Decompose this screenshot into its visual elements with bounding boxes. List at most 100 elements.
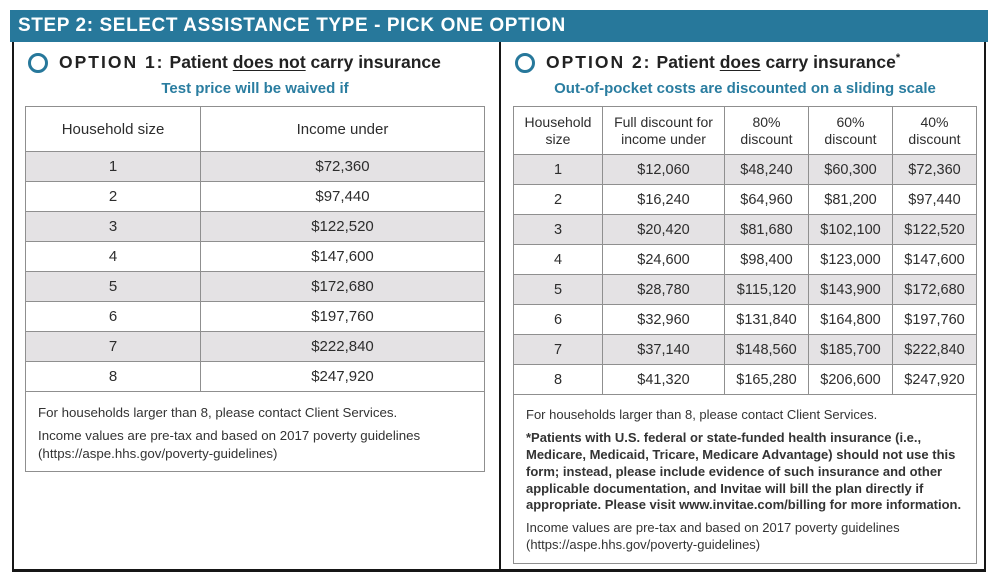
table-row: 6 $197,760	[25, 301, 485, 332]
table-cell: $72,360	[892, 154, 977, 185]
panel-divider	[499, 42, 501, 569]
table-cell: $147,600	[200, 241, 485, 272]
option2-notes-box: For households larger than 8, please con…	[513, 395, 977, 565]
option1-title-row: OPTION 1: Patient does not carry insuranc…	[28, 52, 499, 73]
option1-income-table: Household size Income under 1 $72,360 2 $97,4…	[25, 106, 485, 392]
column-header: Income under	[200, 106, 485, 152]
table-cell: $172,680	[200, 271, 485, 302]
option1-underlined-text: does not	[232, 52, 306, 72]
table-cell: $131,840	[724, 304, 809, 335]
option2-subtitle: Out-of-pocket costs are discounted on a …	[554, 80, 936, 97]
table-cell: $32,960	[602, 304, 725, 335]
table-cell: $102,100	[808, 214, 893, 245]
table-row: 3 $122,520	[25, 211, 485, 242]
table-cell: 3	[513, 214, 603, 245]
table-cell: $122,520	[200, 211, 485, 242]
table-cell: $247,920	[892, 364, 977, 395]
table-cell: $222,840	[892, 334, 977, 365]
table-cell: 6	[25, 301, 201, 332]
step2-header-bar: STEP 2: SELECT ASSISTANCE TYPE - PICK ON…	[10, 10, 988, 42]
option2-sliding-scale-table: Household size Full discount for income u…	[513, 106, 977, 395]
table-cell: $197,760	[892, 304, 977, 335]
table-row: 2 $16,240 $64,960 $81,200 $97,440	[513, 184, 977, 215]
step2-header-title: STEP 2: SELECT ASSISTANCE TYPE - PICK ON…	[18, 15, 566, 36]
table-cell: $247,920	[200, 361, 485, 392]
table-cell: 5	[513, 274, 603, 305]
table-cell: 1	[25, 151, 201, 182]
table-cell: $115,120	[724, 274, 809, 305]
column-header: Full discount for income under	[602, 106, 725, 155]
table-cell: $165,280	[724, 364, 809, 395]
table-row: 7 $37,140 $148,560 $185,700 $222,840	[513, 334, 977, 365]
table-row: 6 $32,960 $131,840 $164,800 $197,760	[513, 304, 977, 335]
table-row: 7 $222,840	[25, 331, 485, 362]
table-cell: $172,680	[892, 274, 977, 305]
column-header: Household size	[513, 106, 603, 155]
table-cell: 4	[513, 244, 603, 275]
table-cell: $72,360	[200, 151, 485, 182]
table-cell: $164,800	[808, 304, 893, 335]
table-cell: $197,760	[200, 301, 485, 332]
option2-radio-button[interactable]	[515, 52, 535, 73]
table-row: 1 $72,360	[25, 151, 485, 182]
table-cell: $97,440	[892, 184, 977, 215]
column-header: 80% discount	[724, 106, 809, 155]
table-cell: 2	[25, 181, 201, 212]
table-cell: $16,240	[602, 184, 725, 215]
option1-notes-box: For households larger than 8, please con…	[25, 392, 485, 472]
option1-note-client-services: For households larger than 8, please con…	[38, 405, 398, 420]
table-row: 4 $147,600	[25, 241, 485, 272]
table-row: 3 $20,420 $81,680 $102,100 $122,520	[513, 214, 977, 245]
table-row: 8 $41,320 $165,280 $206,600 $247,920	[513, 364, 977, 395]
table-cell: $28,780	[602, 274, 725, 305]
table-cell: 5	[25, 271, 201, 302]
table-cell: $98,400	[724, 244, 809, 275]
option1-title: OPTION 1: Patient does not carry insuranc…	[59, 52, 441, 72]
table-cell: $143,900	[808, 274, 893, 305]
option1-subtitle: Test price will be waived if	[161, 80, 349, 97]
option2-title: OPTION 2: Patient does carry insurance*	[546, 52, 901, 72]
table-cell: $12,060	[602, 154, 725, 185]
table-cell: $64,960	[724, 184, 809, 215]
option2-note-guidelines: Income values are pre-tax and based on 2…	[526, 520, 900, 553]
table-cell: $97,440	[200, 181, 485, 212]
table-row: 5 $172,680	[25, 271, 485, 302]
option2-note-client-services: For households larger than 8, please con…	[526, 407, 878, 422]
option2-prefix: OPTION 2:	[546, 52, 652, 72]
option2-footnote-asterisk: *	[895, 52, 901, 65]
table-cell: $81,200	[808, 184, 893, 215]
option2-underlined-text: does	[719, 52, 761, 72]
table-cell: $147,600	[892, 244, 977, 275]
table-row: 4 $24,600 $98,400 $123,000 $147,600	[513, 244, 977, 275]
table-cell: $222,840	[200, 331, 485, 362]
table-cell: $185,700	[808, 334, 893, 365]
table-cell: 8	[25, 361, 201, 392]
header-row: Household size Income under	[25, 106, 485, 152]
options-content-box: OPTION 1: Patient does not carry insuranc…	[12, 42, 986, 572]
table-cell: 7	[25, 331, 201, 362]
column-header: 40% discount	[892, 106, 977, 155]
option1-prefix: OPTION 1:	[59, 52, 165, 72]
table-cell: $37,140	[602, 334, 725, 365]
table-cell: $123,000	[808, 244, 893, 275]
table-cell: $41,320	[602, 364, 725, 395]
table-cell: 7	[513, 334, 603, 365]
option1-radio-button[interactable]	[28, 52, 48, 73]
table-cell: 8	[513, 364, 603, 395]
table-cell: $81,680	[724, 214, 809, 245]
table-cell: 1	[513, 154, 603, 185]
table-cell: 6	[513, 304, 603, 335]
table-row: 2 $97,440	[25, 181, 485, 212]
option1-note-guidelines: Income values are pre-tax and based on 2…	[38, 428, 421, 461]
column-header: 60% discount	[808, 106, 893, 155]
table-cell: $148,560	[724, 334, 809, 365]
option2-title-row: OPTION 2: Patient does carry insurance*	[515, 52, 984, 73]
table-cell: $48,240	[724, 154, 809, 185]
option1-panel: OPTION 1: Patient does not carry insuranc…	[14, 42, 499, 569]
table-row: 8 $247,920	[25, 361, 485, 392]
column-header: Household size	[25, 106, 201, 152]
table-row: 5 $28,780 $115,120 $143,900 $172,680	[513, 274, 977, 305]
option2-note-federal-insurance: *Patients with U.S. federal or state-fun…	[526, 429, 962, 513]
header-row: Household size Full discount for income u…	[513, 106, 977, 155]
